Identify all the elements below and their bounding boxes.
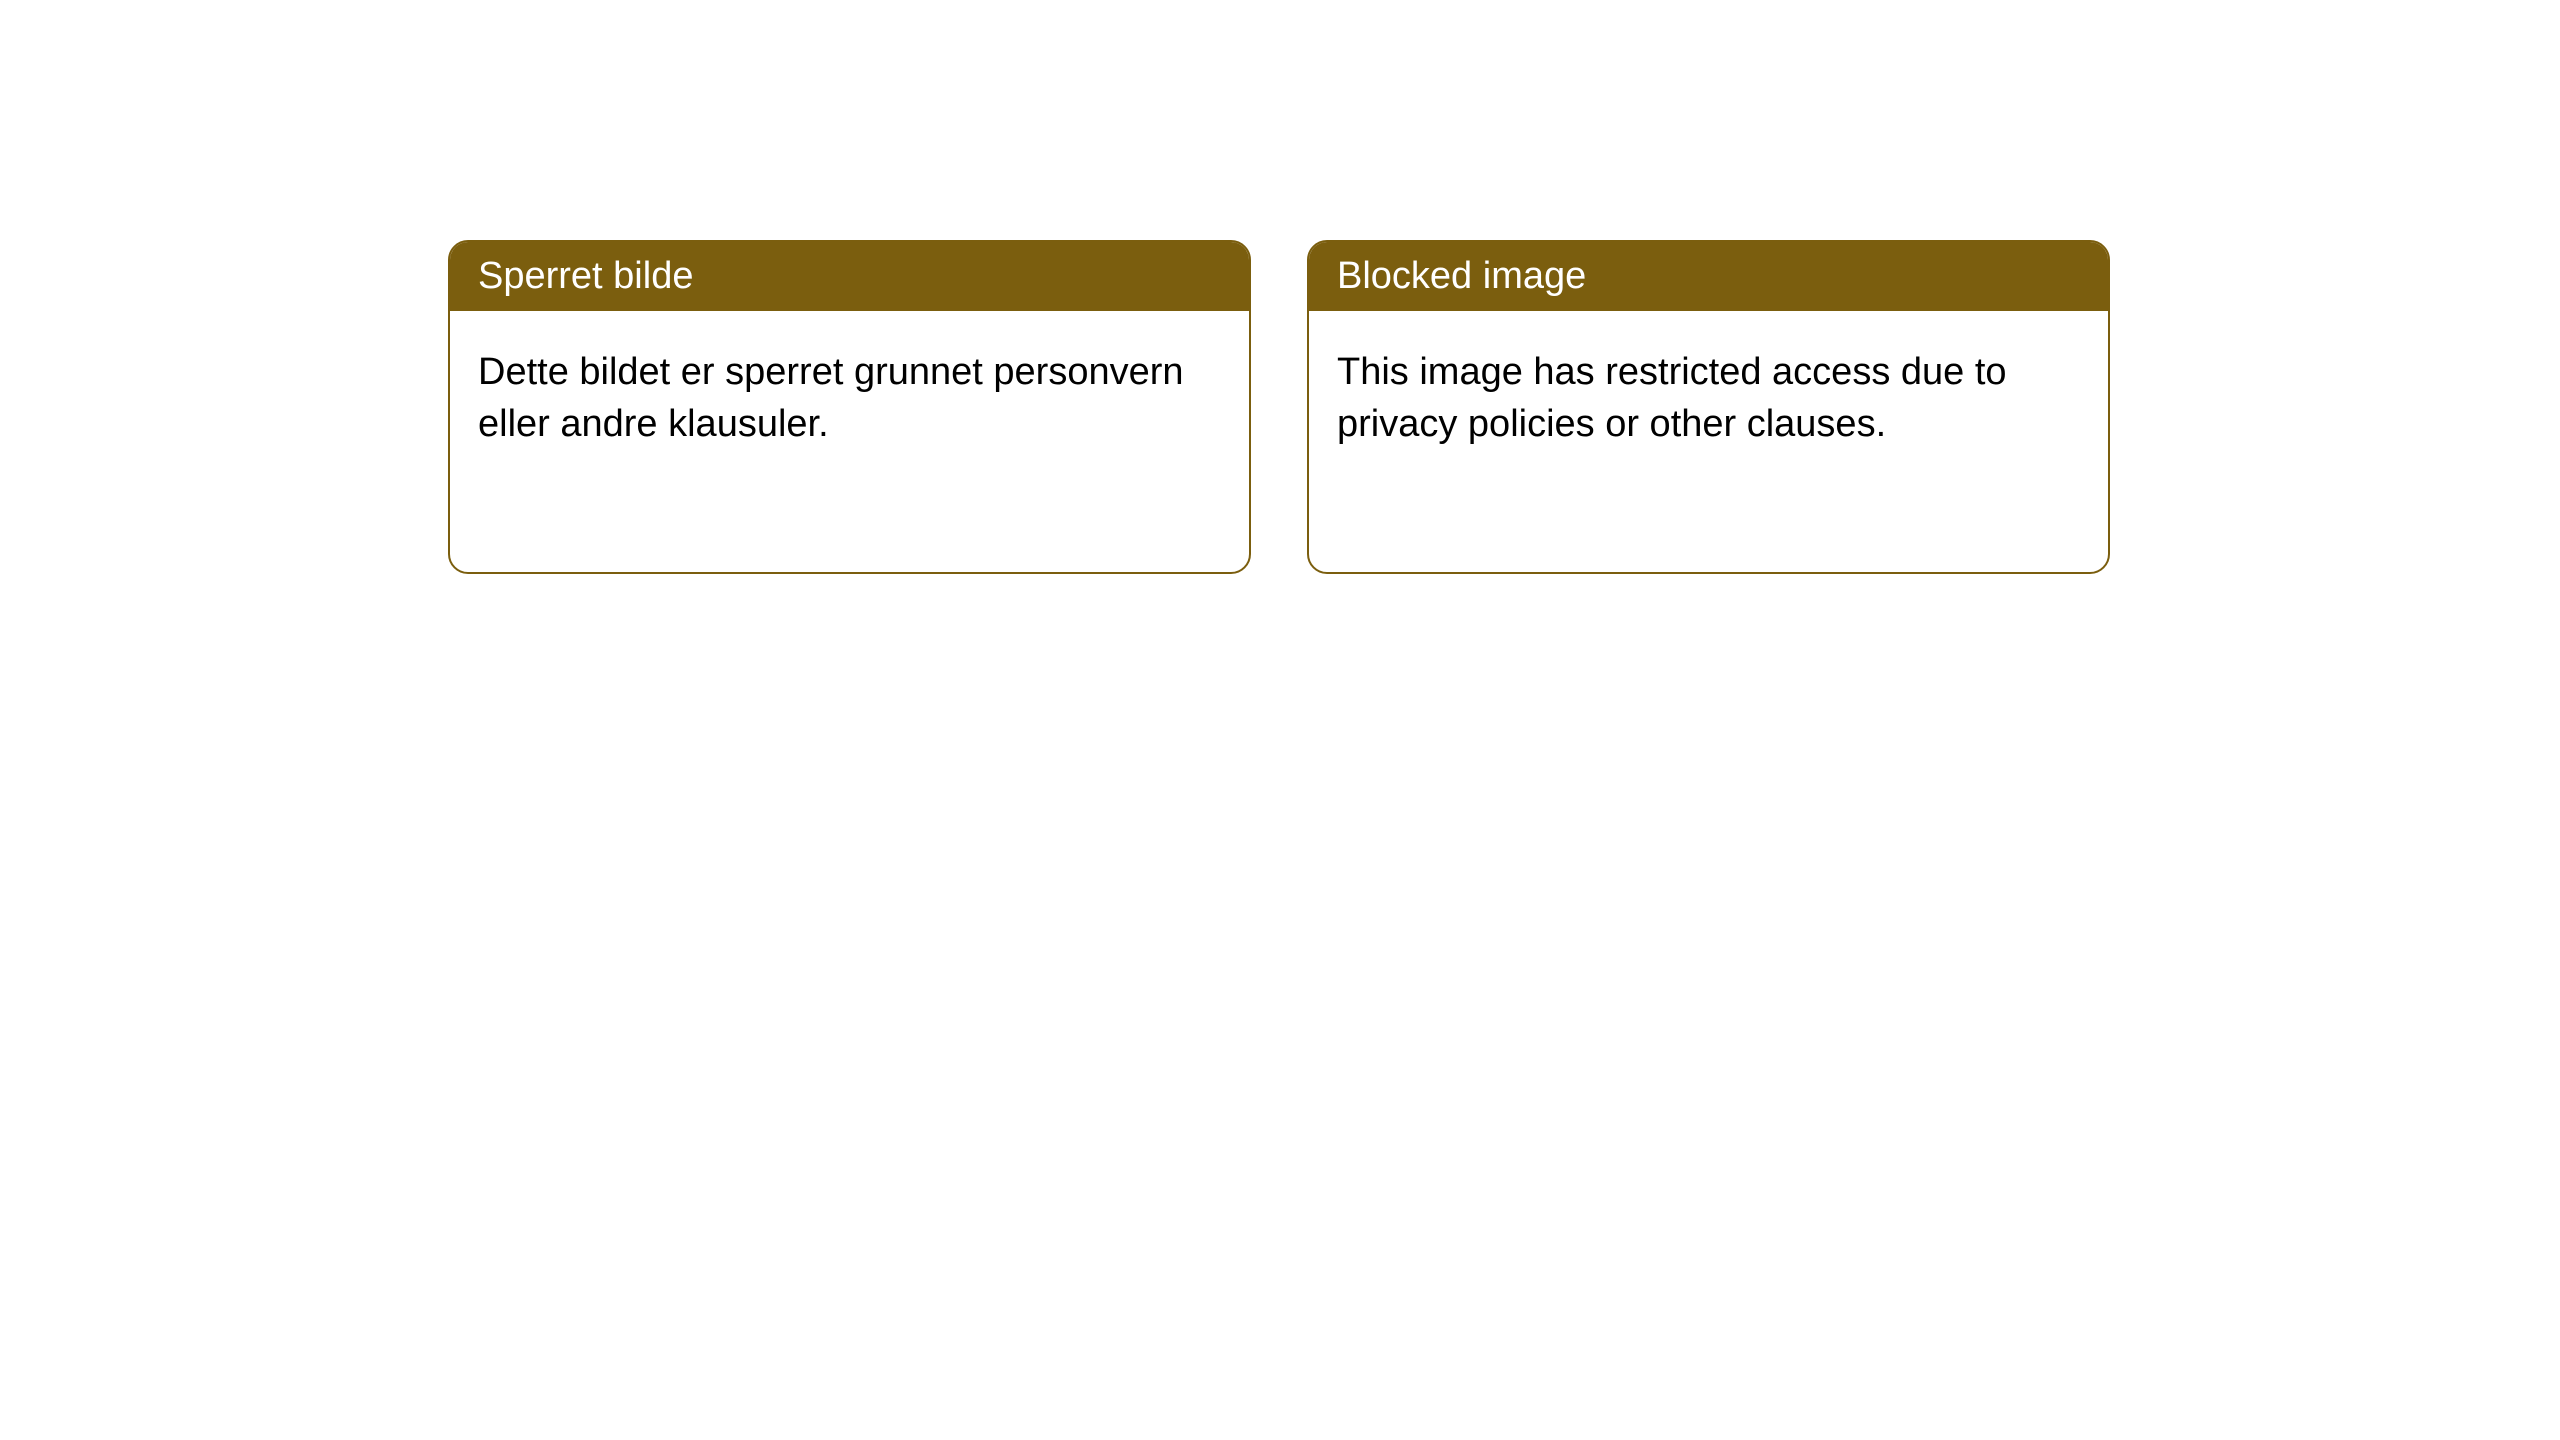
notice-card-norwegian: Sperret bilde Dette bildet er sperret gr…: [448, 240, 1251, 574]
notice-card-body: This image has restricted access due to …: [1309, 311, 2108, 486]
notice-card-title: Sperret bilde: [450, 242, 1249, 311]
notice-card-body: Dette bildet er sperret grunnet personve…: [450, 311, 1249, 486]
notice-card-english: Blocked image This image has restricted …: [1307, 240, 2110, 574]
notice-card-container: Sperret bilde Dette bildet er sperret gr…: [0, 0, 2560, 574]
notice-card-title: Blocked image: [1309, 242, 2108, 311]
